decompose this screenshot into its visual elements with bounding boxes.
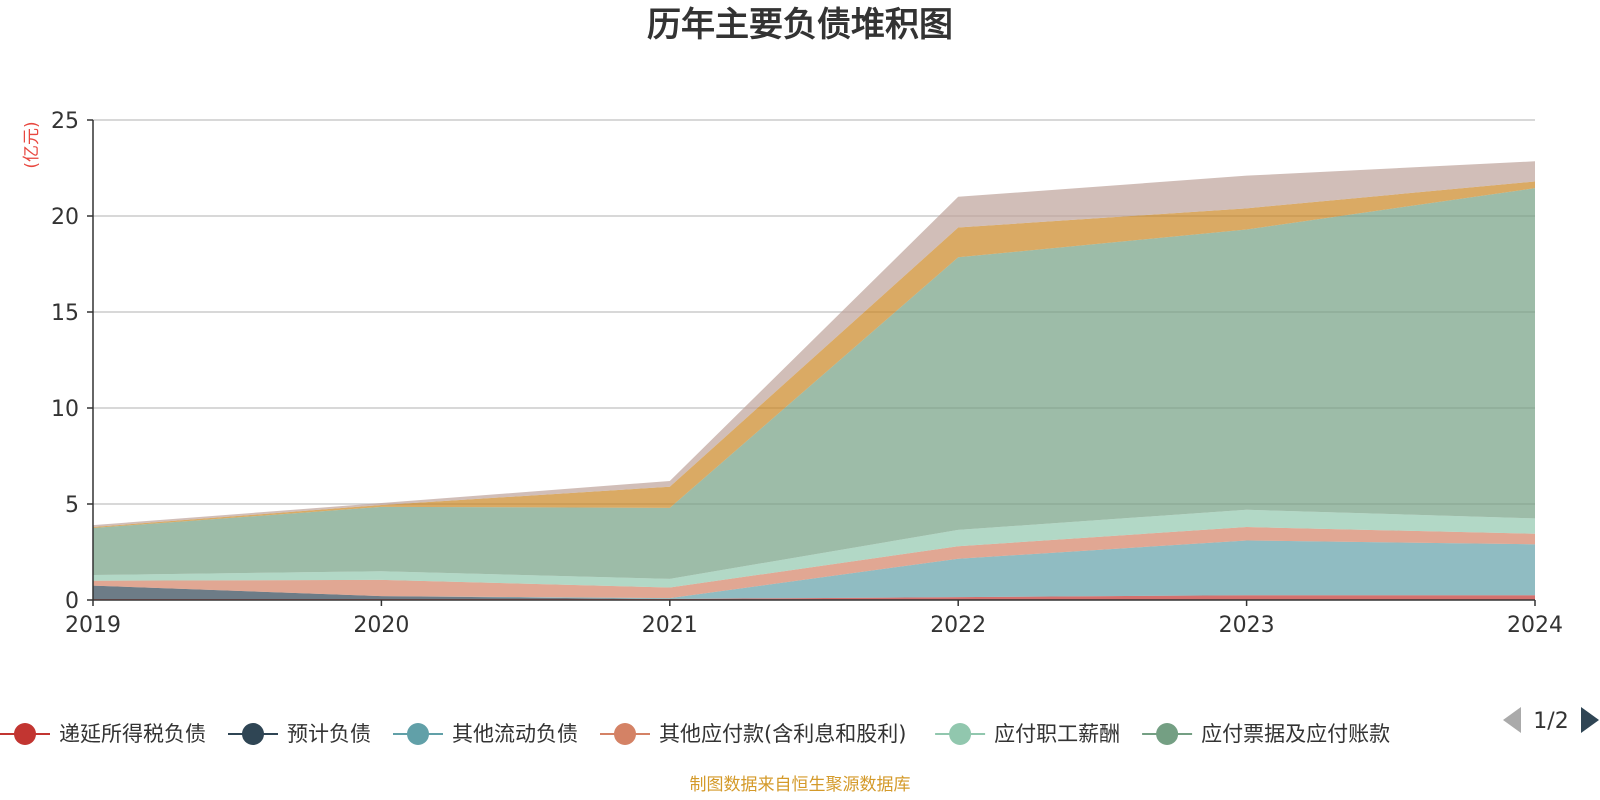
area-series-8 — [93, 161, 1535, 528]
legend-circle-marker — [14, 723, 36, 745]
y-tick-label: 10 — [51, 397, 79, 422]
legend-circle-marker — [1156, 723, 1179, 745]
x-tick-label: 2022 — [930, 613, 986, 638]
legend-circle-marker — [407, 723, 429, 745]
legend-label: 应付票据及应付账款 — [1201, 722, 1390, 746]
area-series-1 — [93, 595, 1535, 600]
area-series-4 — [93, 527, 1535, 599]
legend-label: 其他应付款(含利息和股利) — [659, 722, 906, 746]
legend-label: 递延所得税负债 — [59, 722, 206, 746]
legend-item[interactable]: 其他流动负债 — [393, 722, 578, 746]
legend-pager: 1/2 — [1503, 707, 1599, 734]
legend-item[interactable]: 应付职工薪酬 — [935, 722, 1120, 746]
legend-next-page-icon[interactable] — [1581, 707, 1599, 733]
y-tick-label: 25 — [51, 109, 79, 134]
legend-circle-marker — [614, 723, 636, 745]
legend-item[interactable]: 应付票据及应付账款 — [1142, 722, 1390, 746]
y-axis-unit-label: (亿元) — [22, 121, 42, 168]
legend-label: 预计负债 — [287, 722, 371, 746]
x-tick-label: 2020 — [353, 613, 409, 638]
area-series-6 — [93, 188, 1535, 579]
area-series-group — [93, 161, 1535, 600]
x-tick-label: 2019 — [65, 613, 121, 638]
area-series-3 — [93, 540, 1535, 600]
chart-title: 历年主要负债堆积图 — [647, 5, 953, 45]
y-tick-labels: 0 5 10 15 20 25 — [51, 109, 79, 614]
area-series-5 — [93, 509, 1535, 588]
legend-page-indicator: 1/2 — [1533, 709, 1568, 734]
legend-label: 应付职工薪酬 — [994, 722, 1120, 746]
x-tick-label: 2024 — [1507, 613, 1563, 638]
data-source-note: 制图数据来自恒生聚源数据库 — [690, 775, 911, 795]
legend-item[interactable]: 递延所得税负债 — [0, 722, 206, 746]
area-series-2 — [93, 585, 1535, 600]
y-tick-label: 5 — [65, 493, 79, 518]
axes — [87, 119, 1536, 606]
x-tick-labels: 2019 2020 2021 2022 2023 2024 — [65, 613, 1563, 638]
y-tick-label: 0 — [65, 589, 79, 614]
legend-circle-marker — [242, 723, 264, 745]
x-tick-label: 2023 — [1219, 613, 1275, 638]
legend-circle-marker — [949, 723, 972, 745]
legend-prev-page-icon[interactable] — [1503, 707, 1521, 733]
legend: 递延所得税负债 预计负债 其他流动负债 其他应付款(含利息和股利) 应付职工薪酬 应付票据… — [0, 722, 1390, 746]
legend-item[interactable]: 预计负债 — [228, 722, 371, 746]
x-tick-label: 2021 — [642, 613, 698, 638]
y-tick-label: 20 — [51, 205, 79, 230]
legend-item[interactable]: 其他应付款(含利息和股利) — [600, 722, 906, 746]
legend-label: 其他流动负债 — [452, 722, 578, 746]
y-tick-label: 15 — [51, 301, 79, 326]
